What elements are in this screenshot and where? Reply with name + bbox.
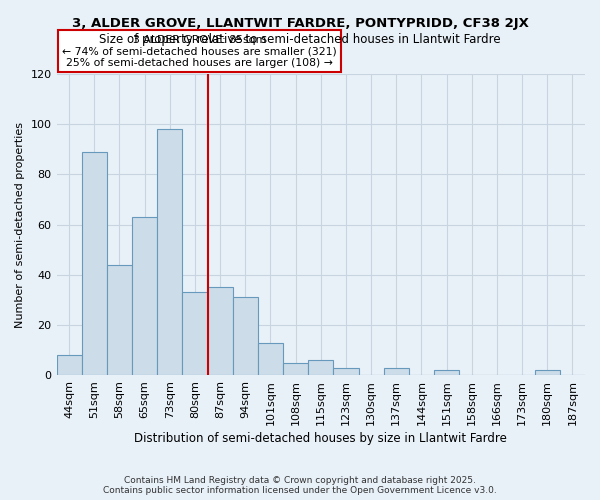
Text: Contains HM Land Registry data © Crown copyright and database right 2025.
Contai: Contains HM Land Registry data © Crown c…: [103, 476, 497, 495]
Bar: [107, 265, 132, 375]
Bar: [132, 217, 157, 375]
Text: Size of property relative to semi-detached houses in Llantwit Fardre: Size of property relative to semi-detach…: [99, 32, 501, 46]
Bar: [56, 355, 82, 375]
Bar: [258, 342, 283, 375]
Bar: [535, 370, 560, 375]
Bar: [334, 368, 359, 375]
Bar: [283, 362, 308, 375]
Bar: [308, 360, 334, 375]
Bar: [434, 370, 459, 375]
Bar: [383, 368, 409, 375]
Bar: [233, 298, 258, 375]
Bar: [182, 292, 208, 375]
Bar: [82, 152, 107, 375]
Y-axis label: Number of semi-detached properties: Number of semi-detached properties: [15, 122, 25, 328]
X-axis label: Distribution of semi-detached houses by size in Llantwit Fardre: Distribution of semi-detached houses by …: [134, 432, 507, 445]
Bar: [208, 288, 233, 375]
Bar: [157, 129, 182, 375]
Text: 3, ALDER GROVE, LLANTWIT FARDRE, PONTYPRIDD, CF38 2JX: 3, ALDER GROVE, LLANTWIT FARDRE, PONTYPR…: [71, 18, 529, 30]
Text: 3 ALDER GROVE: 85sqm
← 74% of semi-detached houses are smaller (321)
25% of semi: 3 ALDER GROVE: 85sqm ← 74% of semi-detac…: [62, 35, 337, 68]
